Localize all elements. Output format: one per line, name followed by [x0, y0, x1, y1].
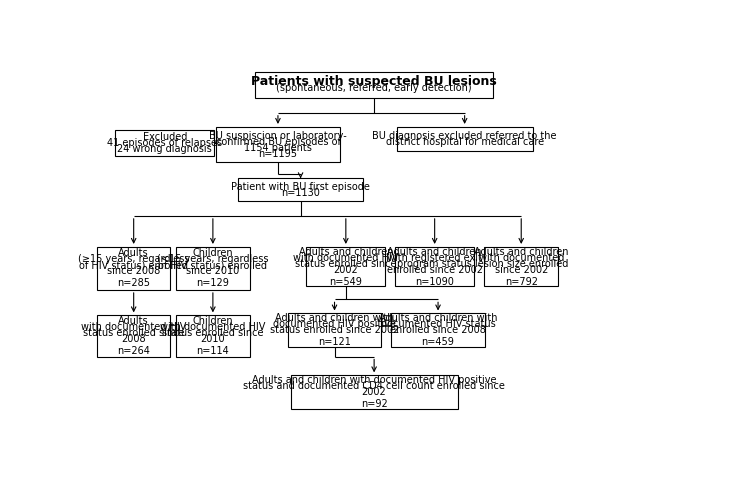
FancyBboxPatch shape	[288, 314, 381, 347]
Text: 2008: 2008	[121, 334, 146, 344]
Text: n=264: n=264	[118, 346, 150, 356]
Text: with documented HIV: with documented HIV	[81, 322, 186, 332]
Text: status enrolled since: status enrolled since	[83, 328, 185, 338]
Text: Excluded: Excluded	[142, 132, 187, 142]
Text: BU diagnosis excluded referred to the: BU diagnosis excluded referred to the	[372, 131, 557, 141]
Text: district hospital for medical care: district hospital for medical care	[385, 137, 544, 147]
Text: documented HIV status: documented HIV status	[380, 319, 496, 329]
Text: with documented HIV: with documented HIV	[160, 322, 266, 332]
Text: Adults and children: Adults and children	[388, 246, 482, 257]
Text: BU suspiscion or laboratory-: BU suspiscion or laboratory-	[209, 131, 347, 141]
Text: n=459: n=459	[422, 337, 455, 347]
Text: Adults and children with: Adults and children with	[379, 313, 497, 323]
Text: n=92: n=92	[361, 399, 388, 409]
FancyBboxPatch shape	[485, 247, 558, 286]
Text: Patient with BU first episode: Patient with BU first episode	[231, 182, 370, 192]
Text: Adults: Adults	[118, 316, 149, 326]
Text: 2002: 2002	[334, 264, 358, 275]
Text: Patients with suspected BU lesions: Patients with suspected BU lesions	[251, 75, 497, 88]
Text: Adults and children: Adults and children	[474, 246, 569, 257]
Text: 2002: 2002	[362, 387, 386, 397]
Text: (≥15 years, regardless: (≥15 years, regardless	[78, 254, 189, 264]
FancyBboxPatch shape	[238, 178, 363, 201]
Text: status enrolled since 2002: status enrolled since 2002	[270, 325, 399, 336]
Text: Adults and children with documented HIV positive: Adults and children with documented HIV …	[252, 375, 496, 385]
Text: 24 wrong diagnosis: 24 wrong diagnosis	[118, 144, 212, 154]
FancyBboxPatch shape	[97, 315, 171, 356]
Text: n=1130: n=1130	[281, 187, 320, 198]
Text: with documented: with documented	[479, 253, 564, 262]
FancyBboxPatch shape	[291, 375, 458, 409]
Text: 41 episodes of relapses: 41 episodes of relapses	[107, 138, 223, 148]
FancyBboxPatch shape	[176, 247, 250, 290]
Text: since 2002: since 2002	[494, 264, 548, 275]
Text: program status: program status	[397, 259, 472, 268]
Text: 1154 patients: 1154 patients	[244, 143, 312, 153]
Text: status enrolled since: status enrolled since	[162, 328, 264, 338]
Text: n=792: n=792	[504, 277, 538, 286]
Text: Adults: Adults	[118, 248, 149, 259]
FancyBboxPatch shape	[397, 127, 533, 151]
Text: n=549: n=549	[329, 277, 362, 286]
Text: n=1090: n=1090	[415, 277, 454, 286]
FancyBboxPatch shape	[97, 247, 171, 290]
Text: (<15 years, regardless: (<15 years, regardless	[157, 254, 269, 264]
Text: since 2010: since 2010	[186, 266, 239, 277]
FancyBboxPatch shape	[115, 130, 215, 156]
Text: n=129: n=129	[196, 279, 229, 288]
Text: n=114: n=114	[196, 346, 229, 356]
Text: status enrolled since: status enrolled since	[295, 259, 396, 268]
Text: n=285: n=285	[118, 279, 150, 288]
FancyBboxPatch shape	[391, 314, 485, 347]
Text: enrolled since 2008: enrolled since 2008	[390, 325, 486, 336]
Text: of HIV status) enrolled: of HIV status) enrolled	[79, 261, 188, 270]
Text: (spontaneous, referred, early detection): (spontaneous, referred, early detection)	[277, 83, 472, 93]
FancyBboxPatch shape	[307, 247, 385, 286]
Text: enrolled since 2002: enrolled since 2002	[387, 264, 483, 275]
Text: documented HIV positive: documented HIV positive	[273, 319, 396, 329]
Text: with documented HIV: with documented HIV	[293, 253, 399, 262]
Text: 2010: 2010	[201, 334, 225, 344]
Text: Children: Children	[193, 248, 233, 259]
Text: status and documented CD4 cell count enrolled since: status and documented CD4 cell count enr…	[243, 381, 505, 391]
Text: lesion size enrolled: lesion size enrolled	[474, 259, 568, 268]
Text: Adults and children with: Adults and children with	[275, 313, 393, 323]
Text: confirmed BU episodes of: confirmed BU episodes of	[215, 137, 340, 147]
Text: with registered exit: with registered exit	[387, 253, 482, 262]
Text: since 2008: since 2008	[107, 266, 161, 277]
FancyBboxPatch shape	[216, 127, 340, 163]
Text: n=1195: n=1195	[258, 149, 297, 159]
Text: Children: Children	[193, 316, 233, 326]
Text: n=121: n=121	[318, 337, 351, 347]
FancyBboxPatch shape	[395, 247, 474, 286]
Text: Adults and children: Adults and children	[299, 246, 393, 257]
FancyBboxPatch shape	[255, 72, 493, 98]
FancyBboxPatch shape	[176, 315, 250, 356]
Text: of HIV status) enrolled: of HIV status) enrolled	[158, 261, 267, 270]
